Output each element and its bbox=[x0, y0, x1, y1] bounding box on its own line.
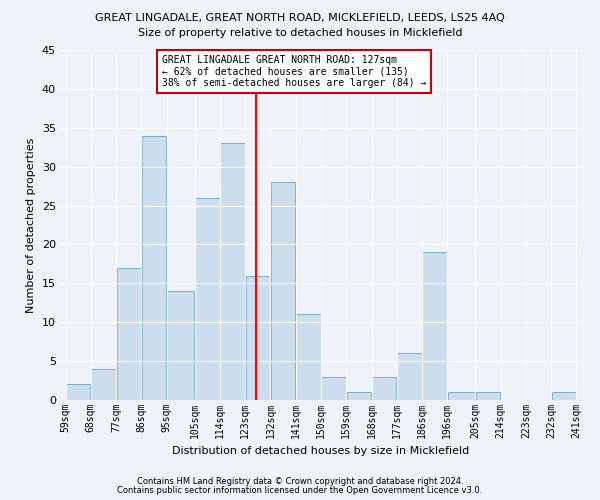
Bar bbox=[220, 144, 245, 400]
Text: GREAT LINGADALE GREAT NORTH ROAD: 127sqm
← 62% of detached houses are smaller (1: GREAT LINGADALE GREAT NORTH ROAD: 127sqm… bbox=[162, 56, 426, 88]
Bar bbox=[142, 136, 166, 400]
Bar bbox=[476, 392, 500, 400]
Bar bbox=[271, 182, 295, 400]
Y-axis label: Number of detached properties: Number of detached properties bbox=[26, 138, 36, 312]
Bar bbox=[116, 268, 141, 400]
Bar bbox=[422, 252, 447, 400]
Bar bbox=[551, 392, 576, 400]
Bar bbox=[91, 369, 116, 400]
Text: Contains HM Land Registry data © Crown copyright and database right 2024.: Contains HM Land Registry data © Crown c… bbox=[137, 477, 463, 486]
Text: Size of property relative to detached houses in Micklefield: Size of property relative to detached ho… bbox=[138, 28, 462, 38]
Bar bbox=[66, 384, 91, 400]
Bar bbox=[347, 392, 371, 400]
Text: GREAT LINGADALE, GREAT NORTH ROAD, MICKLEFIELD, LEEDS, LS25 4AQ: GREAT LINGADALE, GREAT NORTH ROAD, MICKL… bbox=[95, 12, 505, 22]
X-axis label: Distribution of detached houses by size in Micklefield: Distribution of detached houses by size … bbox=[172, 446, 470, 456]
Bar bbox=[322, 376, 346, 400]
Bar bbox=[195, 198, 220, 400]
Bar bbox=[448, 392, 475, 400]
Bar bbox=[245, 276, 270, 400]
Bar bbox=[296, 314, 320, 400]
Bar bbox=[372, 376, 397, 400]
Text: Contains public sector information licensed under the Open Government Licence v3: Contains public sector information licen… bbox=[118, 486, 482, 495]
Bar bbox=[397, 354, 422, 400]
Bar bbox=[167, 291, 194, 400]
